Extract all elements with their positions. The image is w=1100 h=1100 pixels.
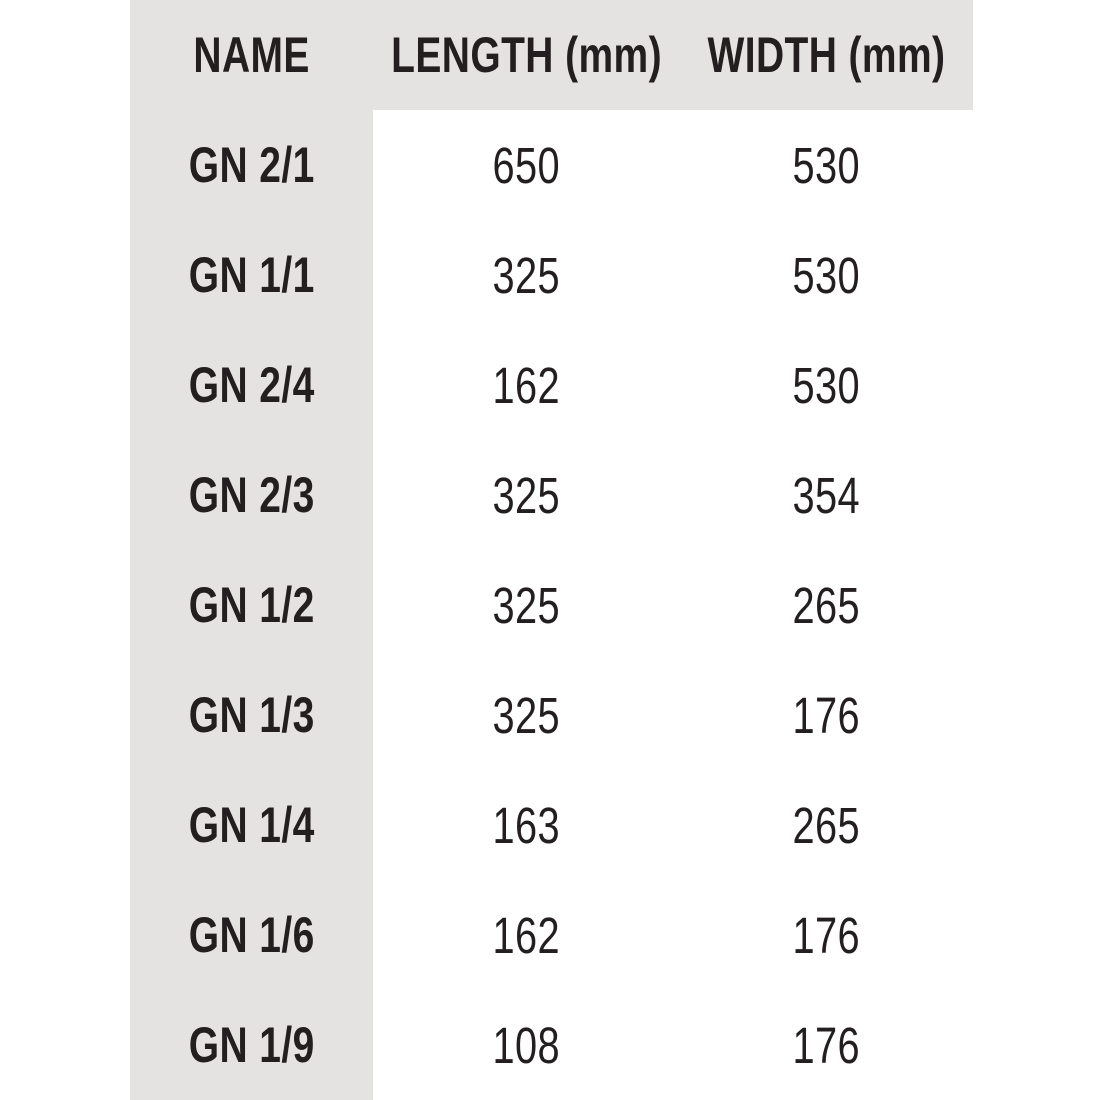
table-row-name-cell: GN 1/2 xyxy=(130,550,373,660)
row-name: GN 1/1 xyxy=(188,247,315,303)
table-row-name-cell: GN 2/4 xyxy=(130,330,373,440)
table-row-length-cell: 325 xyxy=(373,440,680,550)
row-length-value: 163 xyxy=(492,796,561,854)
table-row-name-cell: GN 1/9 xyxy=(130,990,373,1100)
row-name: GN 1/6 xyxy=(188,907,315,963)
table-row-length-cell: 650 xyxy=(373,110,680,220)
table-row-name-cell: GN 2/1 xyxy=(130,110,373,220)
table-row-length-cell: 325 xyxy=(373,220,680,330)
row-name: GN 1/2 xyxy=(188,577,315,633)
row-width-value: 176 xyxy=(792,686,861,744)
row-name: GN 1/9 xyxy=(188,1017,315,1073)
table-row-name-cell: GN 1/1 xyxy=(130,220,373,330)
table-row-name-cell: GN 2/3 xyxy=(130,440,373,550)
table-row-name-cell: GN 1/6 xyxy=(130,880,373,990)
row-name: GN 1/4 xyxy=(188,797,315,853)
table-row-name-cell: GN 1/4 xyxy=(130,770,373,880)
row-width-value: 530 xyxy=(792,356,861,414)
row-width-value: 265 xyxy=(792,796,861,854)
table-row-length-cell: 325 xyxy=(373,550,680,660)
row-width-value: 354 xyxy=(792,466,861,524)
table-row-length-cell: 163 xyxy=(373,770,680,880)
row-width-value: 265 xyxy=(792,576,861,634)
table-row-width-cell: 265 xyxy=(680,770,973,880)
row-name: GN 2/4 xyxy=(188,357,315,413)
table-row-width-cell: 176 xyxy=(680,880,973,990)
row-length-value: 162 xyxy=(492,906,561,964)
row-width-value: 176 xyxy=(792,906,861,964)
column-header-width: WIDTH (mm) xyxy=(680,0,973,110)
row-length-value: 325 xyxy=(492,686,561,744)
table-row-name-cell: GN 1/3 xyxy=(130,660,373,770)
table-row-width-cell: 530 xyxy=(680,110,973,220)
table-row-width-cell: 530 xyxy=(680,220,973,330)
row-length-value: 325 xyxy=(492,246,561,304)
row-length-value: 108 xyxy=(492,1016,561,1074)
table-row-length-cell: 162 xyxy=(373,880,680,990)
column-header-name-label: NAME xyxy=(193,27,310,83)
table-row-width-cell: 176 xyxy=(680,990,973,1100)
table-row-length-cell: 162 xyxy=(373,330,680,440)
table-row-length-cell: 325 xyxy=(373,660,680,770)
row-length-value: 325 xyxy=(492,466,561,524)
row-length-value: 162 xyxy=(492,356,561,414)
row-length-value: 650 xyxy=(492,136,561,194)
row-name: GN 2/1 xyxy=(188,137,315,193)
row-width-value: 176 xyxy=(792,1016,861,1074)
row-length-value: 325 xyxy=(492,576,561,634)
row-width-value: 530 xyxy=(792,246,861,304)
column-header-name: NAME xyxy=(130,0,373,110)
column-header-length-label: LENGTH (mm) xyxy=(391,27,662,83)
gastronorm-size-table: NAME LENGTH (mm) WIDTH (mm) GN 2/1 650 5… xyxy=(130,0,973,1100)
table-row-width-cell: 176 xyxy=(680,660,973,770)
row-width-value: 530 xyxy=(792,136,861,194)
column-header-width-label: WIDTH (mm) xyxy=(707,27,946,83)
table-row-length-cell: 108 xyxy=(373,990,680,1100)
table-row-width-cell: 265 xyxy=(680,550,973,660)
table-row-width-cell: 354 xyxy=(680,440,973,550)
column-header-length: LENGTH (mm) xyxy=(373,0,680,110)
table-row-width-cell: 530 xyxy=(680,330,973,440)
row-name: GN 2/3 xyxy=(188,467,315,523)
row-name: GN 1/3 xyxy=(188,687,315,743)
